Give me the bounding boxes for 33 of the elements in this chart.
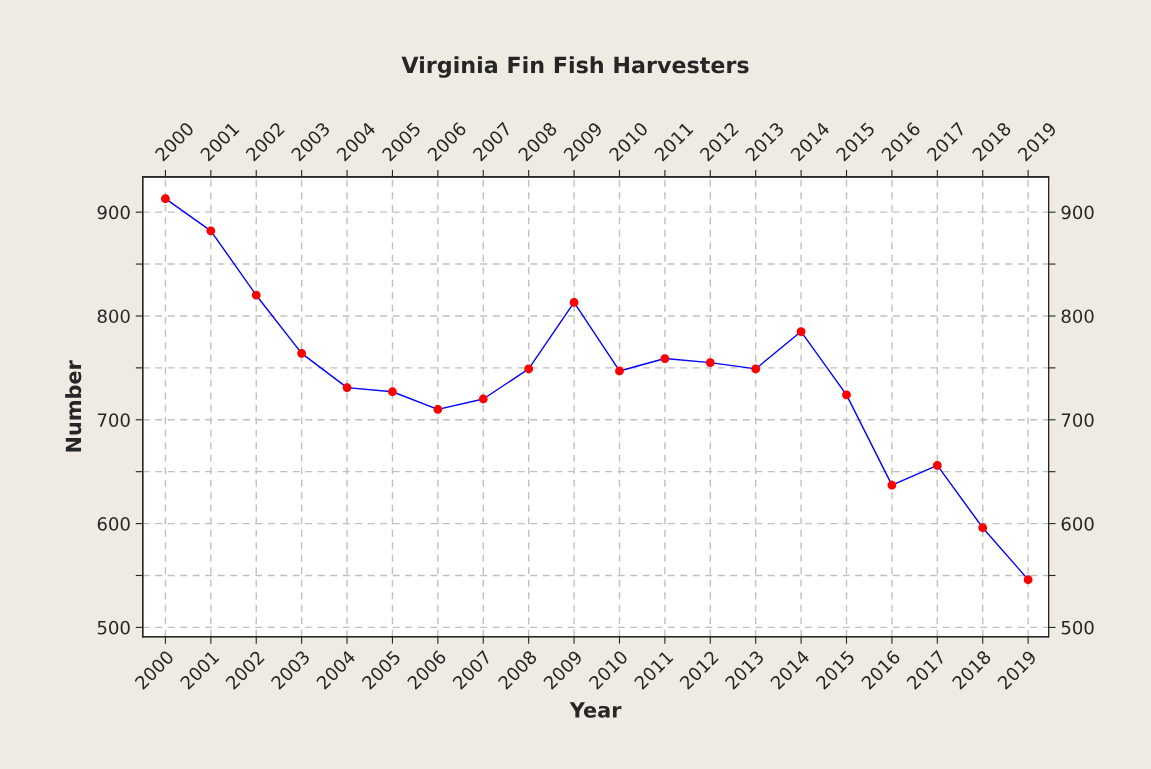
y2-tick-label: 500	[1061, 620, 1094, 635]
y-tick-label: 600	[97, 517, 130, 531]
point	[161, 194, 170, 204]
point	[932, 461, 942, 470]
point	[251, 290, 261, 300]
point	[887, 480, 897, 490]
point	[569, 298, 579, 307]
point	[842, 390, 851, 400]
y2-tick-label: 800	[1061, 309, 1094, 324]
y2-tick-label: 900	[1061, 205, 1094, 220]
point	[478, 394, 488, 404]
y-tick-label: 800	[97, 309, 130, 324]
point	[524, 364, 534, 374]
point	[297, 348, 307, 358]
point	[705, 358, 715, 368]
point	[796, 327, 806, 336]
point	[660, 354, 670, 363]
y2-tick-label: 700	[1061, 413, 1094, 427]
point	[206, 226, 216, 236]
y-axis-title: Number	[65, 360, 82, 452]
point	[751, 364, 761, 374]
point	[433, 405, 443, 414]
y-tick-label: 700	[97, 413, 130, 427]
point	[615, 366, 624, 376]
x-axis-title: Year	[569, 702, 622, 718]
point	[388, 387, 397, 397]
y-tick-label: 900	[97, 205, 130, 220]
chart-title: Virginia Fin Fish Harvesters	[401, 56, 749, 78]
y2-tick-label: 600	[1061, 517, 1094, 531]
point	[1023, 575, 1033, 585]
point	[978, 523, 988, 533]
y-tick-label: 500	[97, 620, 130, 635]
point	[342, 383, 352, 392]
